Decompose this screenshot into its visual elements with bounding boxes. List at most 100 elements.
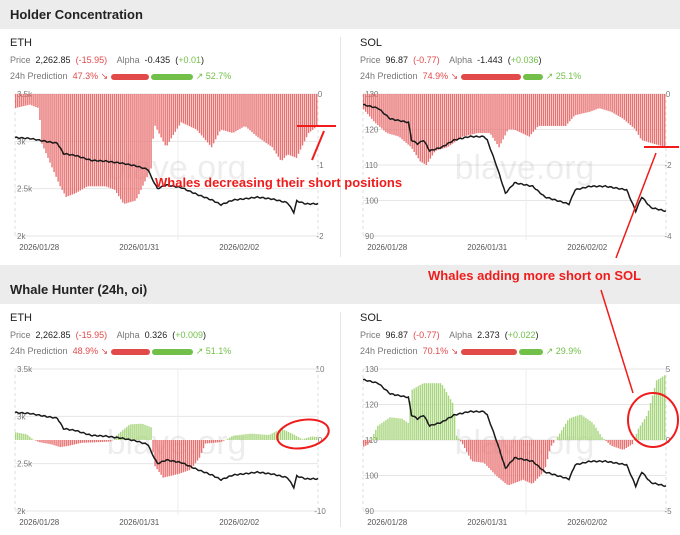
bar	[138, 94, 140, 195]
bar	[243, 434, 245, 440]
price-label: Price	[360, 55, 381, 65]
bar	[245, 94, 247, 127]
price-value: 96.87	[385, 55, 409, 65]
bar	[401, 94, 403, 140]
bar	[39, 440, 41, 443]
annotation-arrow-line	[615, 152, 657, 259]
bar	[311, 94, 314, 130]
left-axis-tick: 3k	[17, 137, 26, 146]
bar	[393, 417, 395, 440]
bar	[437, 383, 440, 440]
prediction-label: 24h Prediction	[360, 346, 418, 356]
alpha-change: +0.009	[175, 330, 203, 340]
bar	[522, 94, 524, 134]
bar	[377, 94, 379, 126]
bar	[271, 94, 273, 148]
bar	[579, 94, 581, 115]
bar	[595, 94, 597, 110]
bar	[233, 94, 235, 133]
up-percent: 29.9%	[555, 346, 582, 356]
bar	[637, 428, 640, 440]
bar	[506, 440, 508, 485]
bar	[653, 387, 656, 440]
bar	[17, 94, 19, 108]
bar	[589, 420, 591, 440]
price-value: 96.87	[385, 330, 409, 340]
bar	[518, 94, 520, 132]
right-axis-tick: 5	[666, 365, 671, 374]
price-change: (-15.95)	[75, 55, 108, 65]
bar	[235, 94, 237, 132]
bar	[87, 94, 90, 187]
bar	[164, 440, 166, 478]
left-axis-tick: 2k	[17, 232, 26, 241]
bar	[431, 383, 434, 440]
bar	[89, 94, 92, 187]
bar	[281, 94, 284, 161]
bar	[663, 375, 666, 440]
bar	[445, 392, 448, 440]
bar	[651, 395, 654, 440]
bar	[200, 440, 203, 454]
bar	[45, 94, 47, 154]
paren: )	[535, 330, 539, 340]
bar	[190, 440, 193, 469]
section-title-whale-hunter: Whale Hunter (24h, oi)	[10, 282, 148, 297]
bar	[247, 433, 249, 440]
bar	[661, 94, 664, 147]
divider	[340, 37, 341, 257]
x-axis-tick: 2026/01/31	[467, 243, 508, 252]
bar	[168, 440, 170, 477]
bar	[567, 94, 569, 124]
bar	[136, 94, 138, 199]
right-axis-tick: -2	[664, 161, 672, 170]
bar	[206, 440, 209, 444]
bar	[217, 94, 219, 136]
bar	[136, 423, 138, 440]
bar	[19, 94, 21, 108]
right-axis-tick: -1	[316, 161, 324, 170]
bar	[595, 427, 597, 440]
bar	[480, 94, 482, 134]
bar	[164, 94, 166, 146]
bar	[490, 440, 492, 471]
bar	[132, 424, 134, 440]
bar	[363, 440, 365, 447]
bar	[281, 429, 284, 440]
bar	[134, 94, 136, 201]
bar	[500, 94, 502, 144]
bar	[401, 418, 403, 440]
section-title-holder-concentration: Holder Concentration	[10, 7, 143, 22]
bar	[411, 94, 413, 149]
price-line	[362, 103, 667, 214]
bar	[554, 94, 557, 126]
bar	[447, 94, 450, 147]
bar	[423, 383, 426, 440]
left-axis-tick: 120	[365, 126, 379, 135]
bar	[488, 440, 490, 469]
coin-label: SOL	[360, 312, 383, 324]
bar	[441, 94, 444, 149]
bar	[409, 401, 411, 440]
bar	[631, 94, 634, 127]
prediction-label: 24h Prediction	[10, 346, 68, 356]
bar	[633, 94, 636, 129]
bar	[299, 438, 302, 440]
bar	[556, 436, 559, 440]
bar	[180, 94, 183, 123]
prediction-label: 24h Prediction	[360, 71, 418, 81]
bar	[89, 440, 92, 443]
bar	[63, 94, 65, 194]
bar	[659, 94, 662, 146]
bar	[271, 433, 273, 440]
bar	[156, 440, 158, 470]
bar	[443, 94, 446, 149]
bar	[287, 94, 290, 155]
bar	[383, 94, 385, 131]
bar	[615, 94, 617, 115]
bar	[373, 434, 375, 440]
trend-up-icon: ↗	[195, 346, 204, 356]
bar	[573, 94, 575, 117]
bar	[581, 415, 583, 440]
bar	[160, 94, 162, 138]
